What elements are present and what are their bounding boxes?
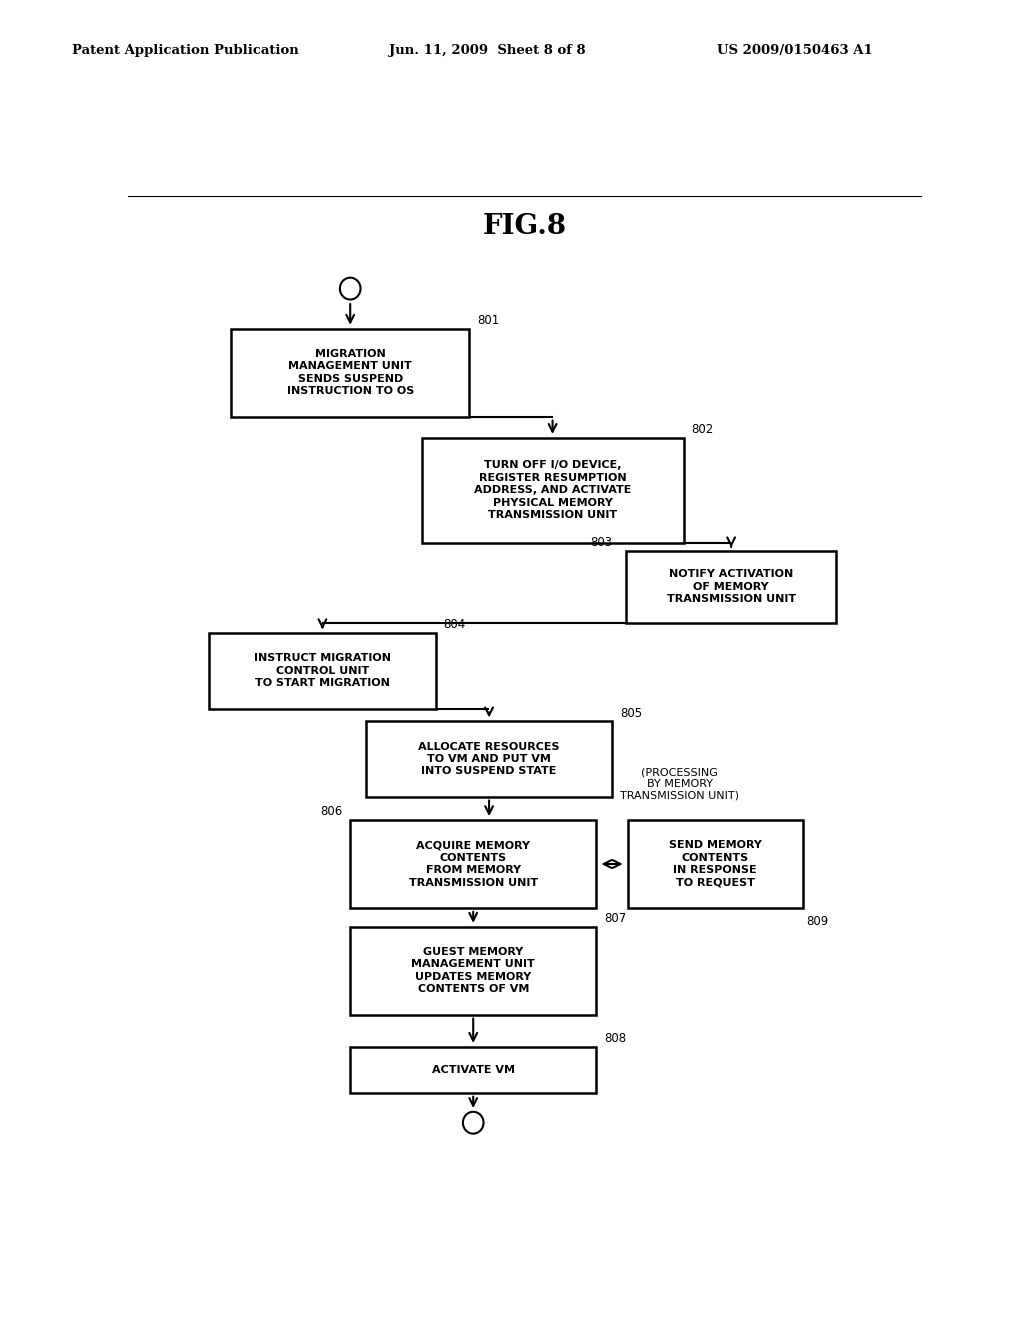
Text: Jun. 11, 2009  Sheet 8 of 8: Jun. 11, 2009 Sheet 8 of 8	[389, 44, 586, 57]
Bar	[350, 820, 596, 908]
Text: 801: 801	[477, 314, 500, 327]
Text: (PROCESSING
BY MEMORY
TRANSMISSION UNIT): (PROCESSING BY MEMORY TRANSMISSION UNIT)	[621, 768, 739, 801]
Text: 804: 804	[443, 618, 466, 631]
Text: SEND MEMORY
CONTENTS
IN RESPONSE
TO REQUEST: SEND MEMORY CONTENTS IN RESPONSE TO REQU…	[669, 841, 762, 887]
Text: Patent Application Publication: Patent Application Publication	[72, 44, 298, 57]
Text: TURN OFF I/O DEVICE,
REGISTER RESUMPTION
ADDRESS, AND ACTIVATE
PHYSICAL MEMORY
T: TURN OFF I/O DEVICE, REGISTER RESUMPTION…	[474, 461, 631, 520]
Bar	[350, 927, 596, 1015]
Text: 805: 805	[621, 706, 642, 719]
Text: 807: 807	[604, 912, 627, 925]
Text: US 2009/0150463 A1: US 2009/0150463 A1	[717, 44, 872, 57]
Text: NOTIFY ACTIVATION
OF MEMORY
TRANSMISSION UNIT: NOTIFY ACTIVATION OF MEMORY TRANSMISSION…	[667, 569, 796, 605]
Text: 806: 806	[321, 805, 342, 818]
Bar	[422, 438, 684, 543]
Text: 808: 808	[604, 1032, 627, 1045]
Text: 803: 803	[590, 536, 612, 549]
Text: ACQUIRE MEMORY
CONTENTS
FROM MEMORY
TRANSMISSION UNIT: ACQUIRE MEMORY CONTENTS FROM MEMORY TRAN…	[409, 841, 538, 887]
Text: GUEST MEMORY
MANAGEMENT UNIT
UPDATES MEMORY
CONTENTS OF VM: GUEST MEMORY MANAGEMENT UNIT UPDATES MEM…	[412, 946, 536, 994]
Bar	[209, 634, 435, 709]
Bar	[628, 820, 803, 908]
Bar	[350, 1047, 596, 1093]
Bar	[231, 329, 469, 417]
Text: INSTRUCT MIGRATION
CONTROL UNIT
TO START MIGRATION: INSTRUCT MIGRATION CONTROL UNIT TO START…	[254, 653, 391, 688]
Text: MIGRATION
MANAGEMENT UNIT
SENDS SUSPEND
INSTRUCTION TO OS: MIGRATION MANAGEMENT UNIT SENDS SUSPEND …	[287, 348, 414, 396]
Text: FIG.8: FIG.8	[482, 213, 567, 240]
Text: 802: 802	[691, 422, 714, 436]
Text: ALLOCATE RESOURCES
TO VM AND PUT VM
INTO SUSPEND STATE: ALLOCATE RESOURCES TO VM AND PUT VM INTO…	[419, 742, 560, 776]
Bar	[367, 721, 612, 797]
Text: ACTIVATE VM: ACTIVATE VM	[432, 1065, 515, 1074]
Bar	[626, 552, 837, 623]
Text: 809: 809	[807, 915, 828, 928]
